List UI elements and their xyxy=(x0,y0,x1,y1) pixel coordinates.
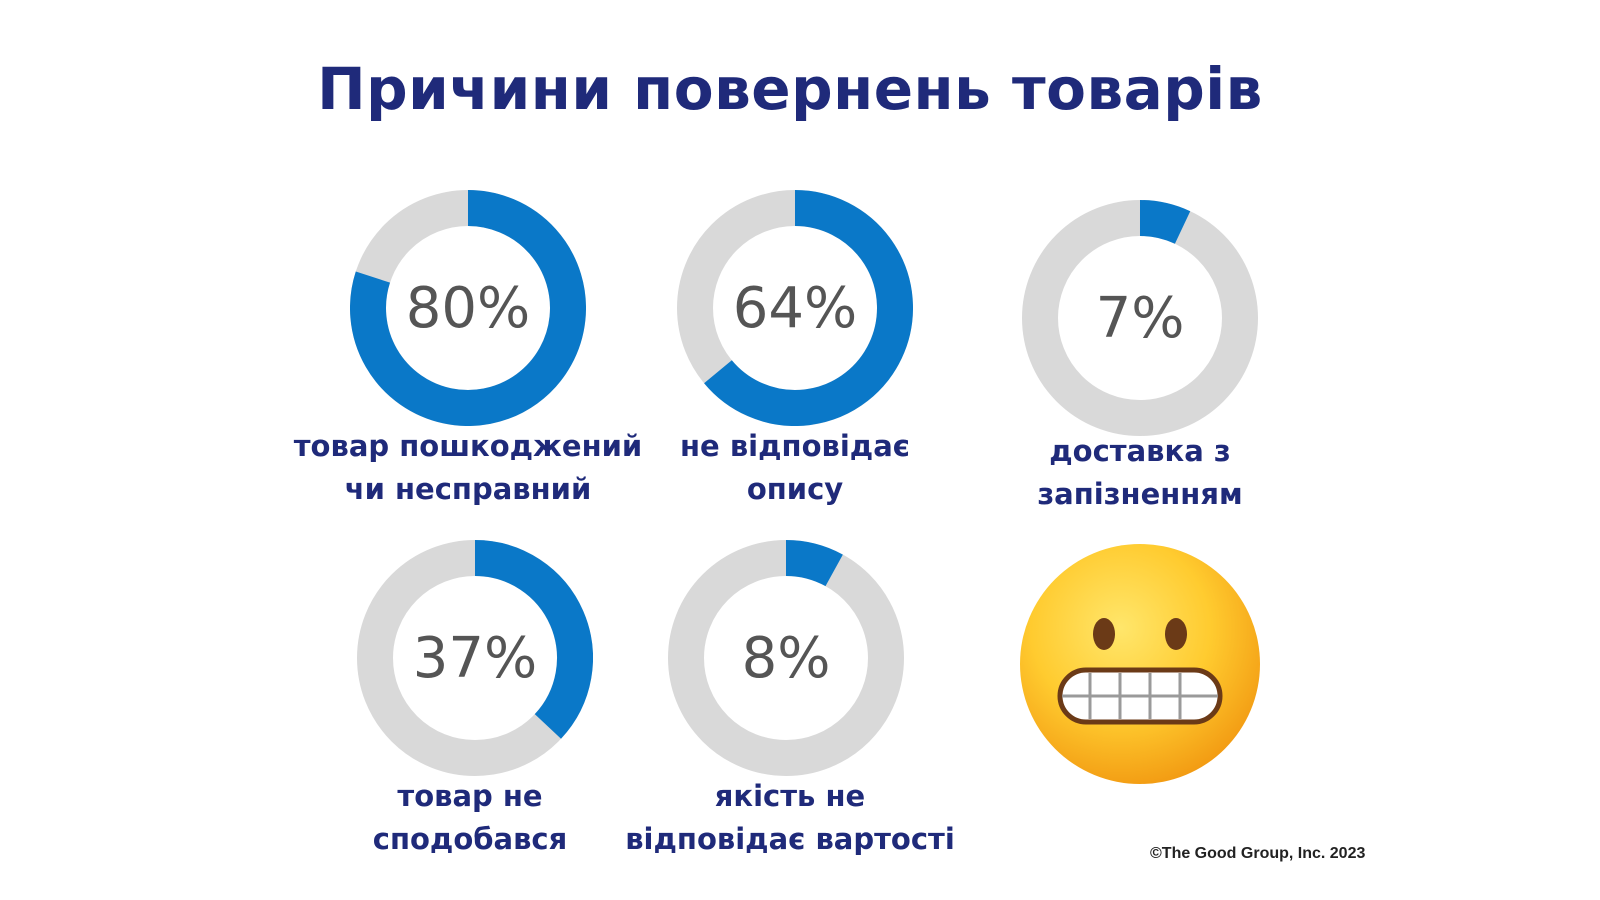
donut-value-arc xyxy=(704,190,913,426)
chart-label-line: товар пошкоджений xyxy=(293,429,643,463)
chart-label-line: запізненням xyxy=(1037,477,1243,511)
donut-svg: 8% xyxy=(668,540,904,776)
donut-chart-disliked: 37% xyxy=(357,540,593,776)
donut-svg: 7% xyxy=(1022,200,1258,436)
donut-percent-label: 64% xyxy=(733,276,857,341)
chart-label-quality: якість не відповідає вартості xyxy=(580,775,1000,861)
donut-chart-quality: 8% xyxy=(668,540,904,776)
chart-label-disliked: товар не сподобався xyxy=(270,775,670,861)
chart-label-damaged: товар пошкоджений чи несправний xyxy=(270,425,666,511)
chart-label-line: товар не xyxy=(397,779,543,813)
donut-percent-label: 8% xyxy=(742,626,831,691)
donut-svg: 64% xyxy=(677,190,913,426)
chart-label-delivery: доставка з запізненням xyxy=(940,430,1340,516)
donut-value-arc xyxy=(1139,200,1191,245)
chart-label-line: відповідає вартості xyxy=(625,822,955,856)
donut-chart-damaged: 80% xyxy=(350,190,586,426)
chart-label-line: не відповідає xyxy=(680,429,910,463)
chart-label-line: якість не xyxy=(714,779,866,813)
donut-percent-label: 7% xyxy=(1096,286,1185,351)
chart-label-line: чи несправний xyxy=(344,472,592,506)
donut-value-arc xyxy=(350,190,586,426)
grimacing-face-icon xyxy=(1018,542,1262,786)
donut-chart-delivery: 7% xyxy=(1022,200,1258,436)
donut-chart-description: 64% xyxy=(677,190,913,426)
chart-label-line: доставка з xyxy=(1049,434,1231,468)
page-title: Причини повернень товарів xyxy=(317,55,1263,123)
donut-percent-label: 80% xyxy=(406,276,530,341)
chart-label-line: опису xyxy=(746,472,844,506)
chart-label-line: сподобався xyxy=(372,822,568,856)
donut-percent-label: 37% xyxy=(413,626,537,691)
copyright-text: ©The Good Group, Inc. 2023 xyxy=(1150,845,1366,862)
donut-value-arc xyxy=(474,540,593,739)
donut-svg: 80% xyxy=(350,190,586,426)
donut-value-arc xyxy=(785,540,843,587)
chart-label-description: не відповідає опису xyxy=(595,425,995,511)
donut-svg: 37% xyxy=(357,540,593,776)
